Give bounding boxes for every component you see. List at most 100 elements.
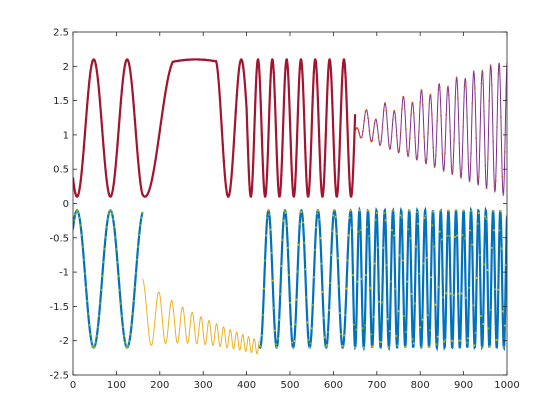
upper-estimate-marker xyxy=(140,188,143,191)
upper-estimate-marker xyxy=(221,143,224,146)
lower-estimate-marker xyxy=(472,304,475,307)
upper-estimate-marker xyxy=(114,168,117,171)
lower-estimate-marker xyxy=(428,329,432,332)
upper-estimate-marker xyxy=(266,169,269,172)
lower-estimate-marker xyxy=(489,308,492,311)
lower-estimate-marker xyxy=(95,334,98,337)
lower-signal-marker xyxy=(499,210,502,213)
upper-estimate-marker xyxy=(468,180,471,182)
upper-estimate-marker xyxy=(498,67,501,70)
lower-estimate-marker xyxy=(431,224,434,227)
upper-estimate-marker xyxy=(493,186,496,189)
upper-estimate-marker xyxy=(463,85,466,88)
lower-signal-marker xyxy=(313,276,315,279)
lower-signal-marker xyxy=(341,345,343,347)
axes xyxy=(72,31,508,376)
series-layer xyxy=(73,58,507,355)
upper-estimate-marker xyxy=(284,64,287,67)
upper-estimate-marker xyxy=(446,87,449,90)
upper-estimate-marker xyxy=(112,186,115,189)
lower-estimate-marker xyxy=(357,230,360,233)
x-tick-label: 900 xyxy=(454,380,473,391)
upper-estimate-marker xyxy=(406,150,409,153)
lower-signal-marker xyxy=(497,289,500,291)
upper-estimate-marker xyxy=(109,195,113,198)
upper-estimate-marker xyxy=(371,140,373,142)
lower-signal-marker xyxy=(354,346,356,349)
lower-estimate-marker xyxy=(355,328,358,331)
lower-estimate-marker xyxy=(134,272,138,275)
upper-estimate-marker xyxy=(356,127,359,130)
lower-estimate-marker xyxy=(120,315,123,318)
lower-signal-marker xyxy=(295,298,298,301)
lower-estimate-marker xyxy=(106,217,109,221)
upper-estimate-marker xyxy=(338,139,342,143)
lower-estimate-marker xyxy=(131,312,134,315)
upper-estimate-marker xyxy=(245,107,248,110)
lower-estimate-marker xyxy=(452,294,455,297)
lower-estimate-marker xyxy=(320,262,323,265)
lower-signal-marker xyxy=(480,315,482,317)
lower-signal-marker xyxy=(486,269,489,271)
upper-estimate-marker xyxy=(477,176,480,179)
upper-estimate-marker xyxy=(412,111,415,114)
lower-signal-marker xyxy=(421,318,424,321)
lower-signal-marker xyxy=(371,345,374,348)
upper-estimate-marker xyxy=(110,192,114,195)
upper-estimate-marker xyxy=(410,113,412,116)
lower-signal-marker xyxy=(291,341,293,344)
lower-estimate-marker xyxy=(352,323,356,326)
lower-signal-marker xyxy=(423,217,426,219)
upper-estimate-marker xyxy=(305,174,308,177)
y-tick-label: 2.5 xyxy=(53,28,69,39)
lower-estimate-marker xyxy=(331,230,334,233)
upper-estimate-marker xyxy=(423,135,426,138)
upper-estimate-marker xyxy=(483,110,485,113)
lower-signal-marker xyxy=(488,345,491,348)
upper-estimate-marker xyxy=(265,189,268,192)
lower-signal-marker xyxy=(315,226,317,229)
lower-estimate-marker xyxy=(363,324,366,327)
lower-estimate-marker xyxy=(270,251,273,255)
lower-signal-marker xyxy=(326,344,328,346)
upper-estimate-marker xyxy=(494,179,497,182)
lower-estimate-marker xyxy=(77,211,80,214)
upper-estimate-marker xyxy=(123,63,127,66)
x-tick-label: 100 xyxy=(107,380,126,391)
upper-estimate-marker xyxy=(151,177,154,180)
upper-estimate-marker xyxy=(437,88,440,91)
upper-estimate-marker xyxy=(240,58,243,61)
lower-signal-marker xyxy=(436,335,439,338)
upper-estimate-marker xyxy=(297,89,300,93)
upper-estimate-marker xyxy=(96,78,100,82)
upper-estimate-marker xyxy=(288,120,292,123)
upper-estimate-marker xyxy=(122,69,126,73)
lower-estimate-marker xyxy=(487,327,490,330)
lower-signal-marker xyxy=(360,278,363,280)
upper-estimate-marker xyxy=(155,152,158,155)
lower-estimate-marker xyxy=(389,280,393,283)
lower-estimate-marker xyxy=(115,248,118,251)
lower-estimate-marker xyxy=(493,288,497,291)
upper-estimate-marker xyxy=(351,174,355,177)
lower-estimate-marker xyxy=(126,346,129,349)
lower-estimate-marker xyxy=(309,342,312,345)
upper-estimate-marker xyxy=(428,102,431,105)
lower-estimate-marker xyxy=(132,299,135,302)
lower-signal-marker xyxy=(395,335,398,337)
upper-estimate-marker xyxy=(424,159,427,162)
lower-signal-marker xyxy=(274,329,276,332)
lower-estimate-marker xyxy=(350,226,353,229)
upper-estimate-marker xyxy=(310,126,313,130)
lower-signal-marker xyxy=(482,323,484,325)
upper-estimate-marker xyxy=(472,71,475,73)
lower-estimate-marker xyxy=(285,224,288,227)
lower-signal-marker xyxy=(477,212,480,215)
lower-estimate-marker xyxy=(448,234,451,238)
upper-estimate-marker xyxy=(291,178,294,181)
x-tick-label: 600 xyxy=(324,380,343,391)
upper-estimate-marker xyxy=(479,131,481,134)
upper-estimate-marker xyxy=(466,116,468,119)
upper-estimate-marker xyxy=(230,176,233,179)
upper-estimate-marker xyxy=(286,67,289,70)
